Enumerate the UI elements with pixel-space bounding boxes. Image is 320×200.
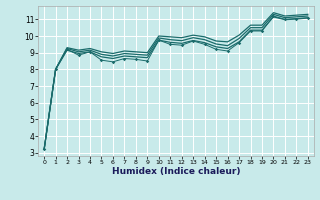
X-axis label: Humidex (Indice chaleur): Humidex (Indice chaleur) bbox=[112, 167, 240, 176]
